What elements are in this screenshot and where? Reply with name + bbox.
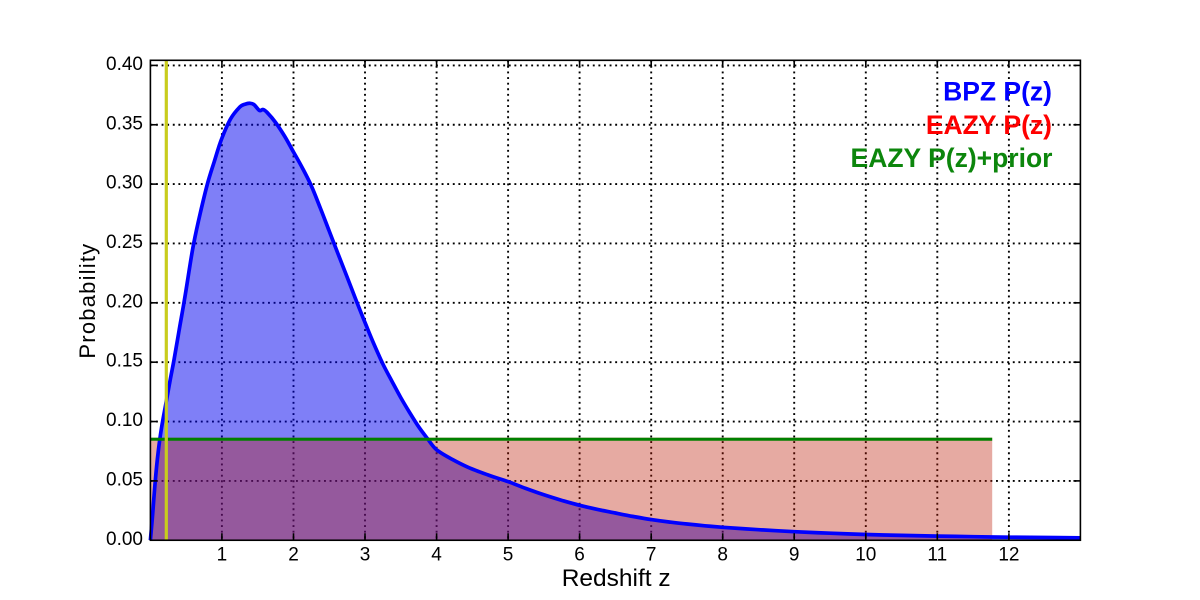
svg-text:3: 3 [360, 544, 371, 565]
svg-text:0.00: 0.00 [106, 529, 143, 550]
svg-text:0.20: 0.20 [106, 291, 143, 312]
svg-text:EAZY P(z): EAZY P(z) [926, 110, 1052, 140]
svg-text:4: 4 [431, 544, 442, 565]
svg-text:11: 11 [927, 544, 947, 565]
svg-text:Redshift z: Redshift z [562, 565, 671, 592]
svg-text:0.05: 0.05 [106, 469, 143, 490]
svg-text:0.15: 0.15 [106, 351, 143, 372]
svg-text:1: 1 [217, 544, 228, 565]
svg-text:12: 12 [998, 544, 1019, 565]
svg-text:0.30: 0.30 [106, 173, 143, 194]
svg-text:9: 9 [789, 544, 800, 565]
svg-text:BPZ P(z): BPZ P(z) [943, 77, 1052, 107]
svg-text:0.40: 0.40 [106, 54, 143, 75]
svg-text:7: 7 [646, 544, 657, 565]
svg-text:Probability: Probability [75, 243, 100, 359]
svg-text:8: 8 [717, 544, 728, 565]
svg-text:EAZY P(z)+prior: EAZY P(z)+prior [851, 143, 1053, 173]
svg-text:10: 10 [855, 544, 876, 565]
svg-text:0.25: 0.25 [106, 232, 143, 253]
svg-text:5: 5 [503, 544, 514, 565]
svg-text:0.10: 0.10 [106, 410, 143, 431]
svg-text:6: 6 [574, 544, 585, 565]
svg-text:0.35: 0.35 [106, 113, 143, 134]
svg-text:2: 2 [288, 544, 299, 565]
